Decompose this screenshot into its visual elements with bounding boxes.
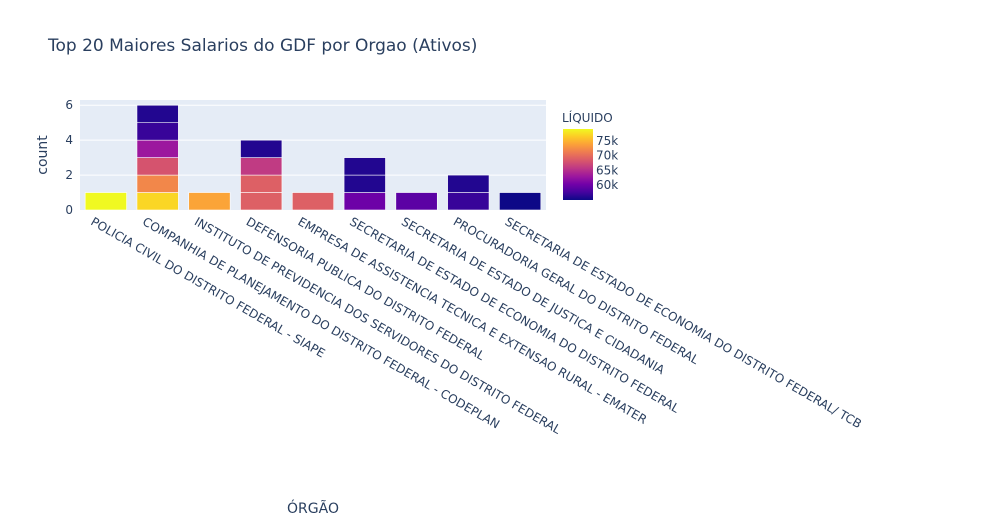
colorbar-tick-label: 75k	[596, 134, 618, 148]
bar-segment[interactable]	[84, 192, 127, 211]
y-tick-label: 6	[65, 98, 73, 112]
x-tick-label: EMPRESA DE ASSISTENCIA TECNICA E EXTENSA…	[296, 214, 650, 426]
colorbar-tick-label: 65k	[596, 163, 618, 177]
x-tick-label: SECRETARIA DE ESTADO DE ECONOMIA DO DIST…	[503, 214, 864, 431]
bar-segment[interactable]	[136, 157, 179, 176]
colorbar-gradient	[563, 129, 593, 200]
colorbar-tick-label: 60k	[596, 178, 618, 192]
bar-segment[interactable]	[291, 192, 335, 211]
bar-segment[interactable]	[343, 157, 386, 176]
colorbar-title: LÍQUIDO	[562, 110, 613, 125]
y-tick-label: 0	[65, 203, 73, 217]
bar-segment[interactable]	[240, 174, 283, 193]
x-axis-title: ÓRGÃO	[287, 499, 339, 517]
colorbar-tick-label: 70k	[596, 149, 618, 163]
bar-segment[interactable]	[240, 139, 283, 158]
bar-segment[interactable]	[499, 192, 542, 211]
bars	[84, 104, 542, 211]
x-tick-label: POLICIA CIVIL DO DISTRITO FEDERAL - SIAP…	[88, 214, 327, 360]
y-axis-ticks: 0 2 4 6	[65, 98, 73, 217]
bar-segment[interactable]	[343, 174, 386, 193]
bar-segment[interactable]	[136, 192, 179, 211]
y-tick-label: 2	[65, 168, 73, 182]
bar-segment[interactable]	[136, 174, 179, 193]
bar-segment[interactable]	[447, 192, 490, 211]
chart-title: Top 20 Maiores Salarios do GDF por Orgao…	[47, 36, 477, 56]
bar-segment[interactable]	[136, 139, 179, 158]
bar-segment[interactable]	[395, 192, 438, 211]
bar-segment[interactable]	[447, 174, 490, 193]
x-axis-ticks: POLICIA CIVIL DO DISTRITO FEDERAL - SIAP…	[88, 214, 864, 437]
bar-segment[interactable]	[240, 192, 283, 211]
bar-segment[interactable]	[136, 104, 179, 123]
bar-segment[interactable]	[343, 192, 386, 211]
bar-segment[interactable]	[240, 157, 283, 176]
y-axis-title: count	[35, 135, 51, 175]
y-tick-label: 4	[65, 133, 73, 147]
bar-segment[interactable]	[188, 192, 231, 211]
bar-segment[interactable]	[136, 122, 179, 141]
